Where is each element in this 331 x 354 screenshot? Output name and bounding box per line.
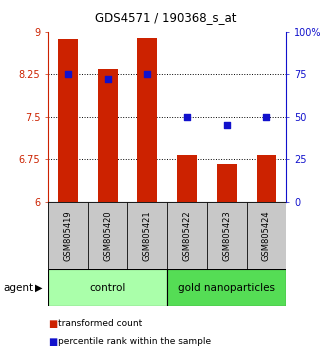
Text: percentile rank within the sample: percentile rank within the sample: [58, 337, 211, 346]
Bar: [167, 269, 286, 306]
Bar: [257, 155, 276, 202]
Text: GDS4571 / 190368_s_at: GDS4571 / 190368_s_at: [95, 11, 236, 24]
Bar: [88, 202, 127, 269]
Bar: [177, 155, 197, 202]
Text: GSM805419: GSM805419: [63, 210, 72, 261]
Point: [264, 114, 269, 120]
Text: ■: ■: [48, 319, 57, 329]
Bar: [217, 164, 237, 202]
Text: GSM805423: GSM805423: [222, 210, 231, 261]
Text: gold nanoparticles: gold nanoparticles: [178, 282, 275, 293]
Point: [184, 114, 190, 120]
Bar: [98, 69, 118, 202]
Text: transformed count: transformed count: [58, 319, 142, 329]
Bar: [247, 202, 286, 269]
Bar: [48, 202, 88, 269]
Bar: [58, 39, 78, 202]
Text: ▶: ▶: [35, 282, 42, 293]
Point: [65, 72, 71, 77]
Bar: [48, 269, 167, 306]
Bar: [207, 202, 247, 269]
Text: GSM805420: GSM805420: [103, 210, 112, 261]
Text: GSM805422: GSM805422: [182, 210, 192, 261]
Text: GSM805421: GSM805421: [143, 210, 152, 261]
Point: [145, 72, 150, 77]
Point: [105, 76, 110, 82]
Text: ■: ■: [48, 337, 57, 347]
Text: control: control: [89, 282, 126, 293]
Bar: [167, 202, 207, 269]
Point: [224, 122, 229, 128]
Text: agent: agent: [3, 282, 33, 293]
Bar: [137, 38, 157, 202]
Text: GSM805424: GSM805424: [262, 210, 271, 261]
Bar: [127, 202, 167, 269]
